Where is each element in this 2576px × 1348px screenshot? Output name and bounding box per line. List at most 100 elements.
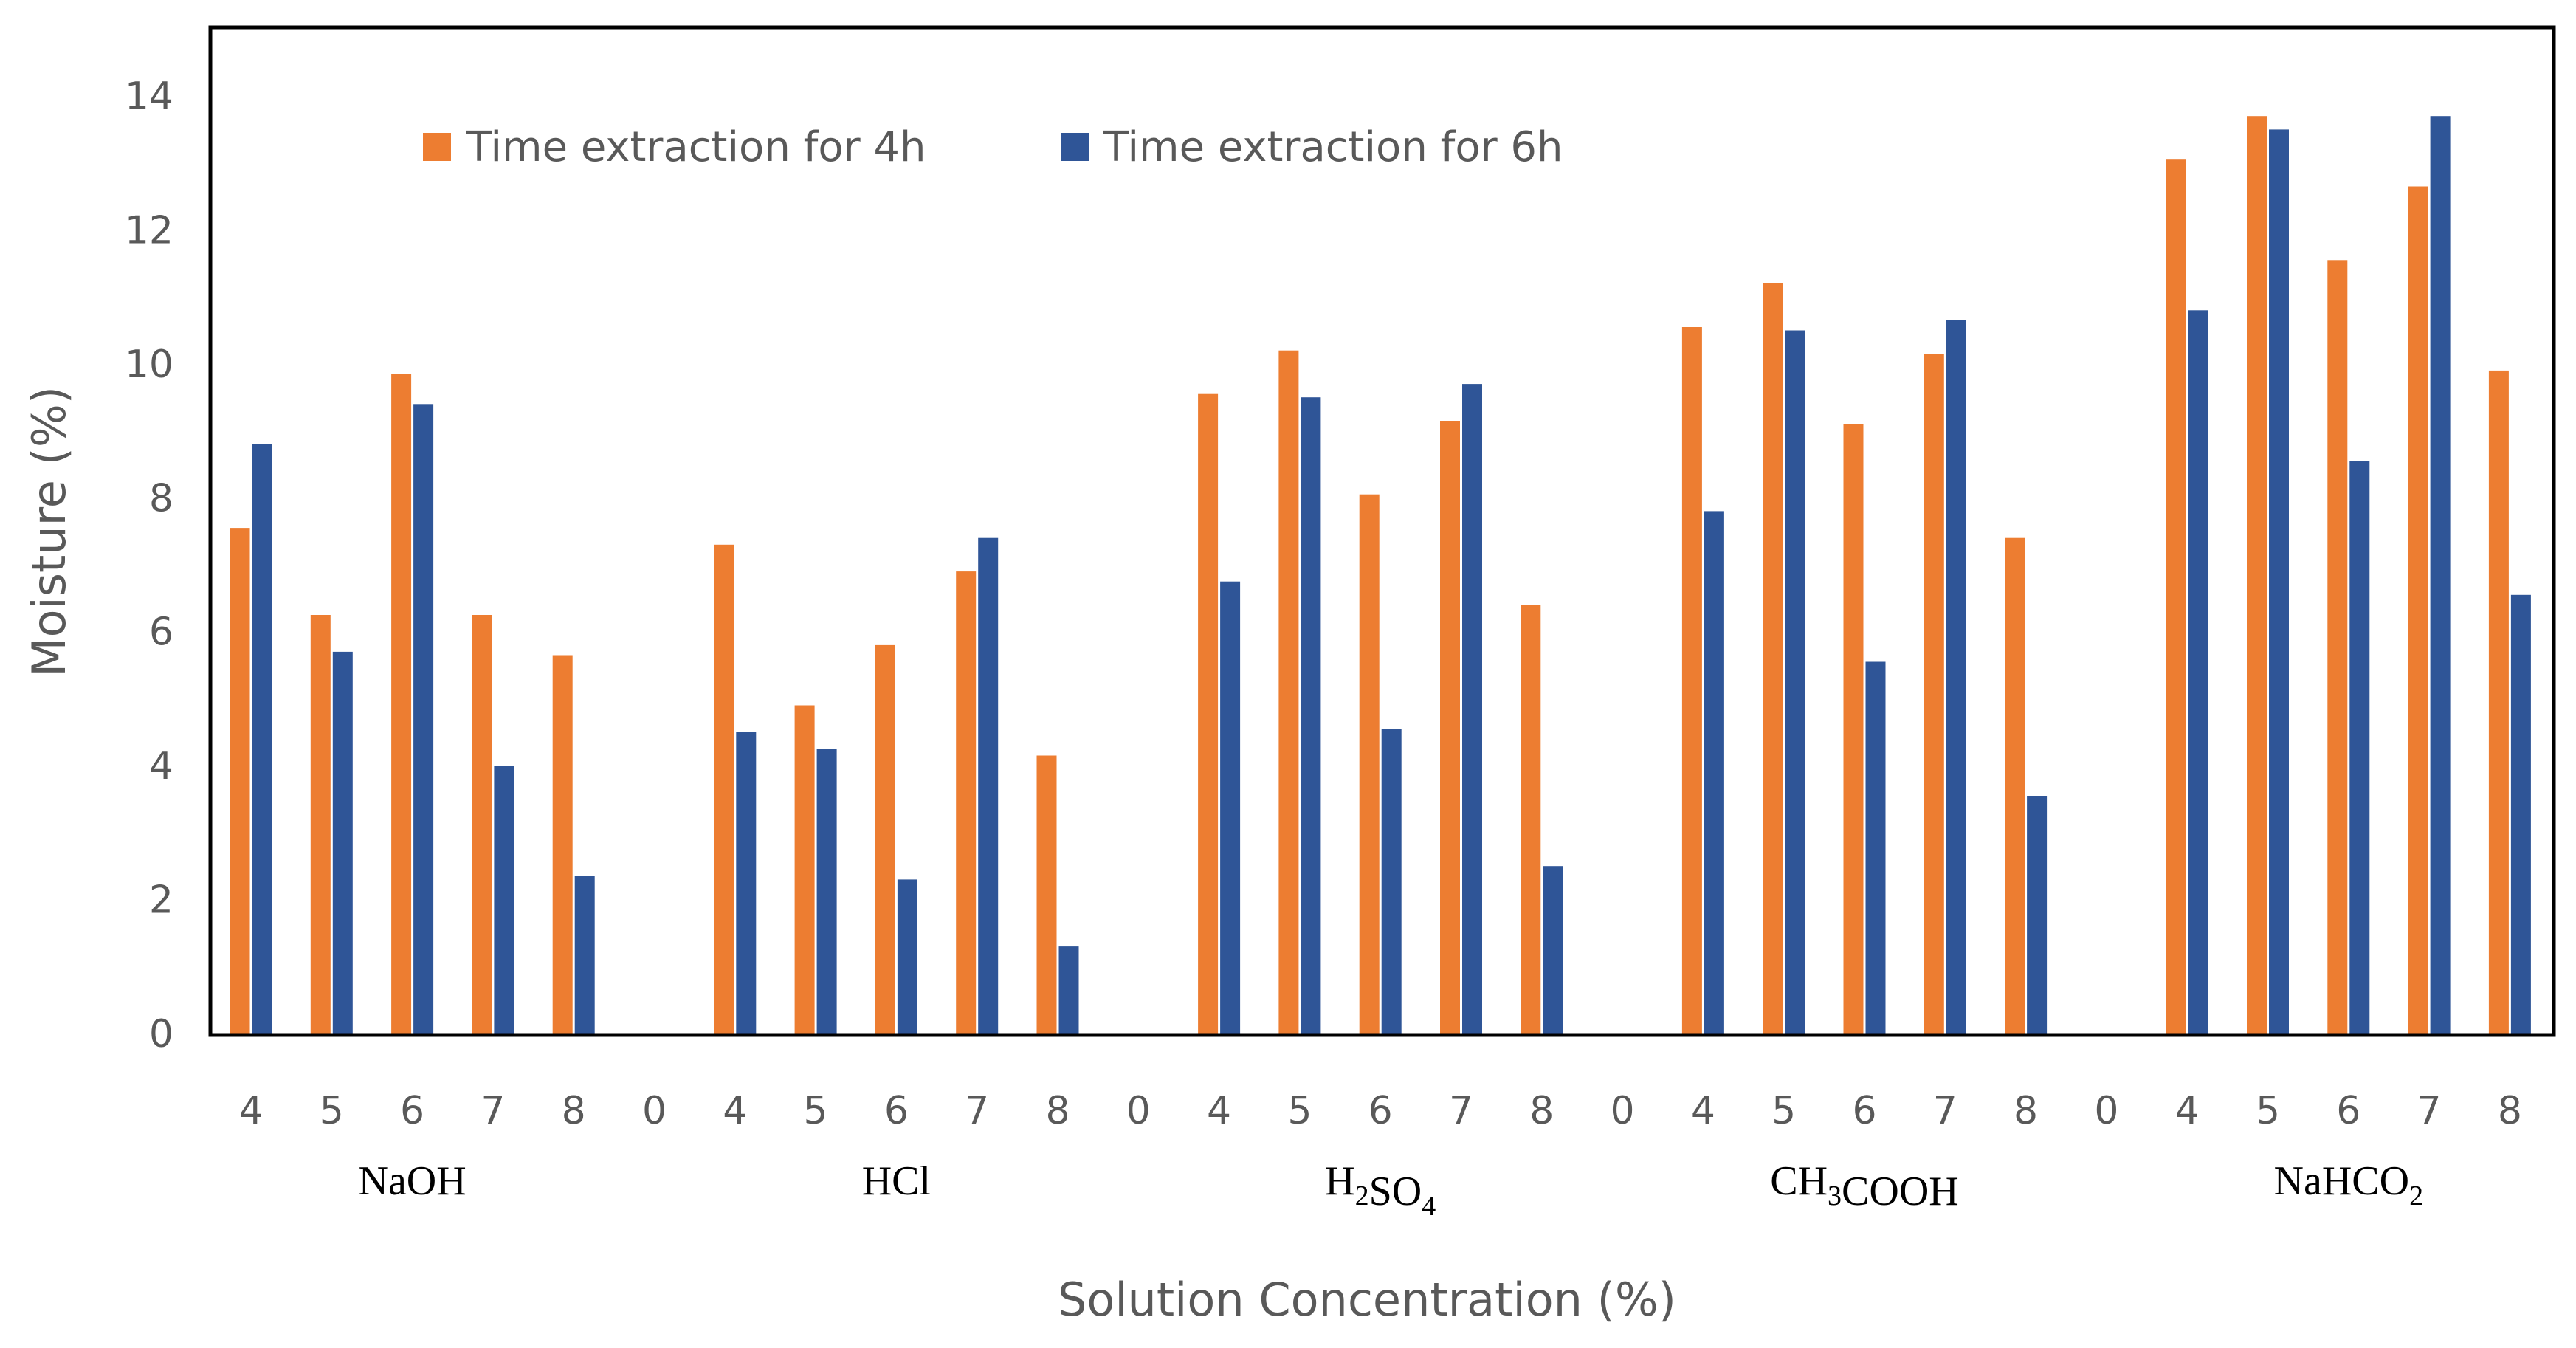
plot-frame: [208, 25, 2556, 1037]
y-tick-label: 2: [149, 878, 173, 923]
x-axis-ticks: 4 5 6 7 8 0 4 5 6 7 8 0 4 5 6 7 8 0 4 5 6 7 8 0 4 5 6 7 8: [238, 1089, 2521, 1133]
bar-4h: [1843, 424, 1864, 1034]
bar-6h: [2430, 116, 2451, 1034]
bar-6h: [332, 651, 353, 1034]
bar-6h: [1220, 581, 1241, 1034]
x-tick-label: 4: [723, 1089, 747, 1133]
x-tick-label: 6: [1368, 1089, 1393, 1133]
bar-4h: [1359, 494, 1380, 1034]
legend: Time extraction for 4h Time extraction f…: [423, 123, 1563, 171]
x-tick-label: 7: [1933, 1089, 1957, 1133]
bar-4h: [956, 571, 977, 1034]
bar-6h: [574, 876, 595, 1034]
bar-6h: [1946, 320, 1966, 1034]
bar-4h: [875, 644, 895, 1034]
bar-4h: [391, 374, 412, 1034]
bar-6h: [413, 404, 434, 1034]
x-tick-label: 6: [1852, 1089, 1876, 1133]
legend-label-6h: Time extraction for 6h: [1103, 123, 1563, 171]
bar-4h: [2005, 537, 2025, 1034]
bar-4h: [1198, 393, 1219, 1034]
x-tick-label: 4: [238, 1089, 263, 1133]
bar-4h: [2408, 186, 2428, 1034]
group-label: CH3COOH: [1770, 1158, 1958, 1214]
x-tick-label: 8: [2498, 1089, 2522, 1133]
bar-6h: [2188, 310, 2208, 1034]
legend-swatch-6h: [1061, 133, 1089, 161]
x-tick-label: 0: [2094, 1089, 2118, 1133]
x-tick-label: 7: [965, 1089, 989, 1133]
bar-4h: [1278, 350, 1299, 1034]
bar-6h: [1462, 384, 1482, 1034]
y-axis-ticks: 0 2 4 6 8 10 12 14: [125, 75, 173, 1056]
x-tick-label: 8: [2014, 1089, 2038, 1133]
legend-swatch-4h: [423, 133, 451, 161]
group-label: H2SO4: [1325, 1158, 1436, 1222]
bar-6h: [1058, 946, 1079, 1034]
legend-label-4h: Time extraction for 4h: [466, 123, 926, 171]
bar-4h: [1924, 354, 1944, 1034]
bar-4h: [1681, 327, 1702, 1034]
bar-4h: [1521, 605, 1541, 1034]
bar-4h: [472, 615, 492, 1034]
x-tick-label: 4: [2175, 1089, 2200, 1133]
bar-6h: [1543, 866, 1563, 1034]
bar-4h: [1036, 755, 1057, 1034]
x-tick-label: 8: [1045, 1089, 1070, 1133]
x-tick-label: 0: [1611, 1089, 1635, 1133]
x-tick-label: 7: [481, 1089, 505, 1133]
bar-4h: [794, 705, 815, 1034]
bar-6h: [2027, 796, 2048, 1034]
bar-6h: [2349, 461, 2370, 1034]
bar-4h: [552, 655, 573, 1034]
bar-4h: [230, 528, 250, 1034]
x-tick-label: 5: [320, 1089, 344, 1133]
bar-4h: [2327, 260, 2348, 1034]
x-tick-label: 0: [1126, 1089, 1151, 1133]
x-tick-label: 5: [804, 1089, 828, 1133]
bar-6h: [2269, 129, 2289, 1034]
bar-4h: [1763, 283, 1783, 1034]
y-axis-title: Moisture (%): [22, 386, 76, 677]
bar-6h: [1785, 330, 1805, 1034]
y-tick-label: 14: [125, 75, 173, 119]
y-tick-label: 0: [149, 1012, 173, 1056]
x-tick-label: 0: [642, 1089, 667, 1133]
group-label: NaOH: [359, 1158, 466, 1204]
bars: [230, 116, 2531, 1034]
x-tick-label: 4: [1691, 1089, 1715, 1133]
y-tick-label: 6: [149, 611, 173, 655]
bar-6h: [816, 749, 837, 1034]
x-axis-title: Solution Concentration (%): [1058, 1273, 1676, 1327]
x-tick-label: 8: [562, 1089, 586, 1133]
bar-6h: [1301, 397, 1321, 1034]
x-tick-label: 6: [2336, 1089, 2360, 1133]
x-tick-label: 7: [1449, 1089, 1473, 1133]
bar-4h: [2247, 116, 2267, 1034]
bar-4h: [1440, 421, 1460, 1034]
y-tick-label: 12: [125, 208, 173, 252]
x-tick-label: 5: [2256, 1089, 2280, 1133]
bar-4h: [714, 544, 734, 1034]
bar-6h: [252, 444, 272, 1034]
x-tick-label: 7: [2417, 1089, 2442, 1133]
y-tick-label: 10: [125, 343, 173, 387]
y-tick-label: 4: [149, 744, 173, 788]
bar-6h: [1704, 511, 1724, 1034]
x-tick-label: 5: [1287, 1089, 1312, 1133]
bar-6h: [978, 537, 999, 1034]
bar-6h: [494, 766, 514, 1034]
bar-6h: [897, 879, 917, 1034]
x-tick-label: 6: [400, 1089, 424, 1133]
bar-6h: [736, 732, 757, 1034]
y-tick-label: 8: [149, 476, 173, 520]
x-tick-label: 5: [1771, 1089, 1796, 1133]
group-label: NaHCO2: [2274, 1158, 2424, 1211]
bar-4h: [2488, 370, 2509, 1034]
group-labels: NaOH HCl H2SO4 CH3COOH NaHCO2: [359, 1158, 2424, 1222]
bar-6h: [2510, 594, 2531, 1034]
x-tick-label: 8: [1529, 1089, 1554, 1133]
bar-6h: [1381, 729, 1402, 1034]
bar-6h: [1865, 661, 1886, 1034]
